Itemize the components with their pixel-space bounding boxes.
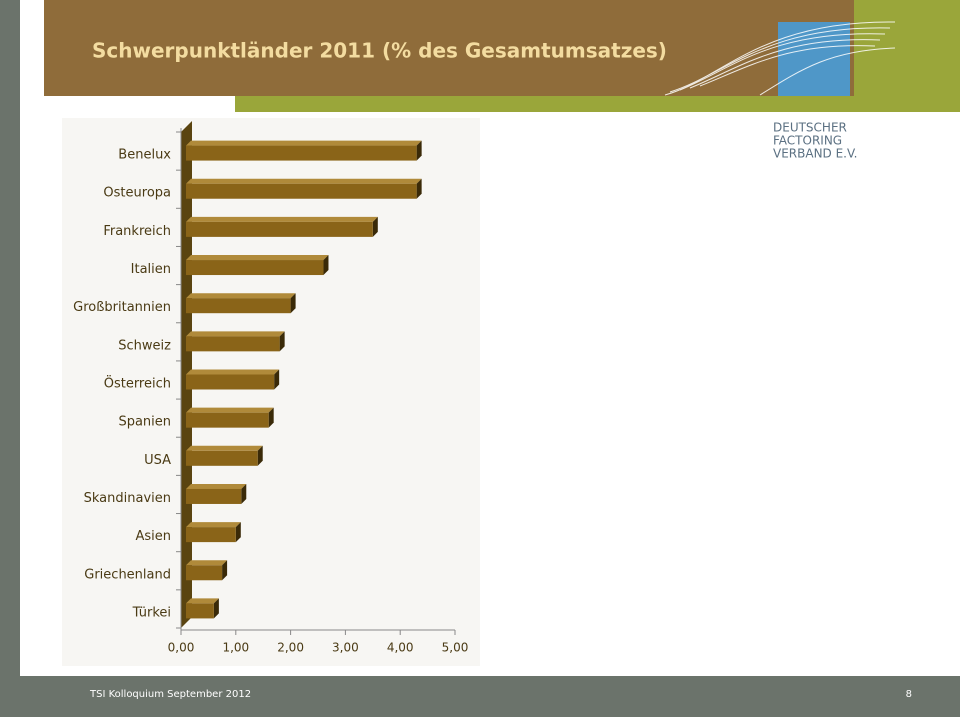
x-tick-label: 5,00 [442,641,469,655]
x-tick-label: 3,00 [332,641,359,655]
bar-top [186,331,285,337]
y-tick-label: USA [144,453,171,468]
bar [186,260,324,276]
y-tick-label: Spanien [118,415,171,430]
bar-side [323,255,329,276]
bar-side [241,483,247,504]
bar-side [274,369,280,390]
bar [186,450,258,466]
bar-top [186,178,422,184]
bar [186,603,214,619]
bar-side [257,445,263,466]
logo-text: DEUTSCHER [773,121,847,135]
x-tick-label: 4,00 [387,641,414,655]
bar-side [235,522,241,543]
y-tick-label: Benelux [118,148,171,163]
y-tick-label: Österreich [104,375,171,392]
wave-graphic [664,21,896,96]
chart-area [62,118,480,666]
bar-top [186,293,296,299]
y-tick-label: Schweiz [118,338,171,353]
left-strip [0,0,20,717]
bar-top [186,255,329,261]
bar [186,565,223,581]
logo-square [778,22,850,96]
chart: 0,00 1,00 2,00 3,00 4,00 5,00 Benelux Osteuropa… [73,121,468,655]
y-tick-label: Frankreich [103,224,171,239]
bar [186,336,280,352]
bar [186,221,373,237]
header-band [44,0,854,96]
bar [186,412,269,428]
bar-side [222,560,228,581]
y-tick-label: Asien [135,529,171,544]
slide-title: Schwerpunktländer 2011 (% des Gesamtumsa… [92,39,667,63]
bar-top [186,140,422,146]
page-number: 8 [906,689,912,700]
header-green [854,0,960,112]
bar-top [186,369,280,375]
logo-text: VERBAND E.V. [773,147,857,161]
bar-top [186,407,274,413]
bar-side [279,331,285,352]
bar-side [268,407,274,428]
bar [186,298,291,314]
y-tick-label: Griechenland [84,567,171,582]
y-tick-label: Türkei [132,605,171,620]
bar-side [290,293,296,314]
logo-text: FACTORING [773,134,842,148]
bar-top [186,216,378,222]
bar-top [186,445,263,451]
bar [186,527,236,543]
footer-text: TSI Kolloquium September 2012 [89,689,251,700]
bar-side [416,178,422,199]
y-tick-label: Italien [131,262,171,277]
x-tick-label: 0,00 [168,641,195,655]
x-tick-label: 2,00 [277,641,304,655]
bar-top [186,560,228,566]
bar [186,488,242,504]
bar-side [213,598,219,619]
footer-band [0,676,960,717]
bar [186,374,275,390]
bar-top [186,522,241,528]
bar-top [186,598,219,604]
bar-side [416,140,422,161]
y-tick-label: Osteuropa [103,186,171,201]
y-tick-label: Skandinavien [84,491,171,506]
green-strip [235,96,960,112]
y-tick-label: Großbritannien [73,300,171,315]
bar-top [186,483,247,489]
bar [186,183,417,199]
bar [186,145,417,161]
x-tick-label: 1,00 [222,641,249,655]
bar-side [372,216,378,237]
